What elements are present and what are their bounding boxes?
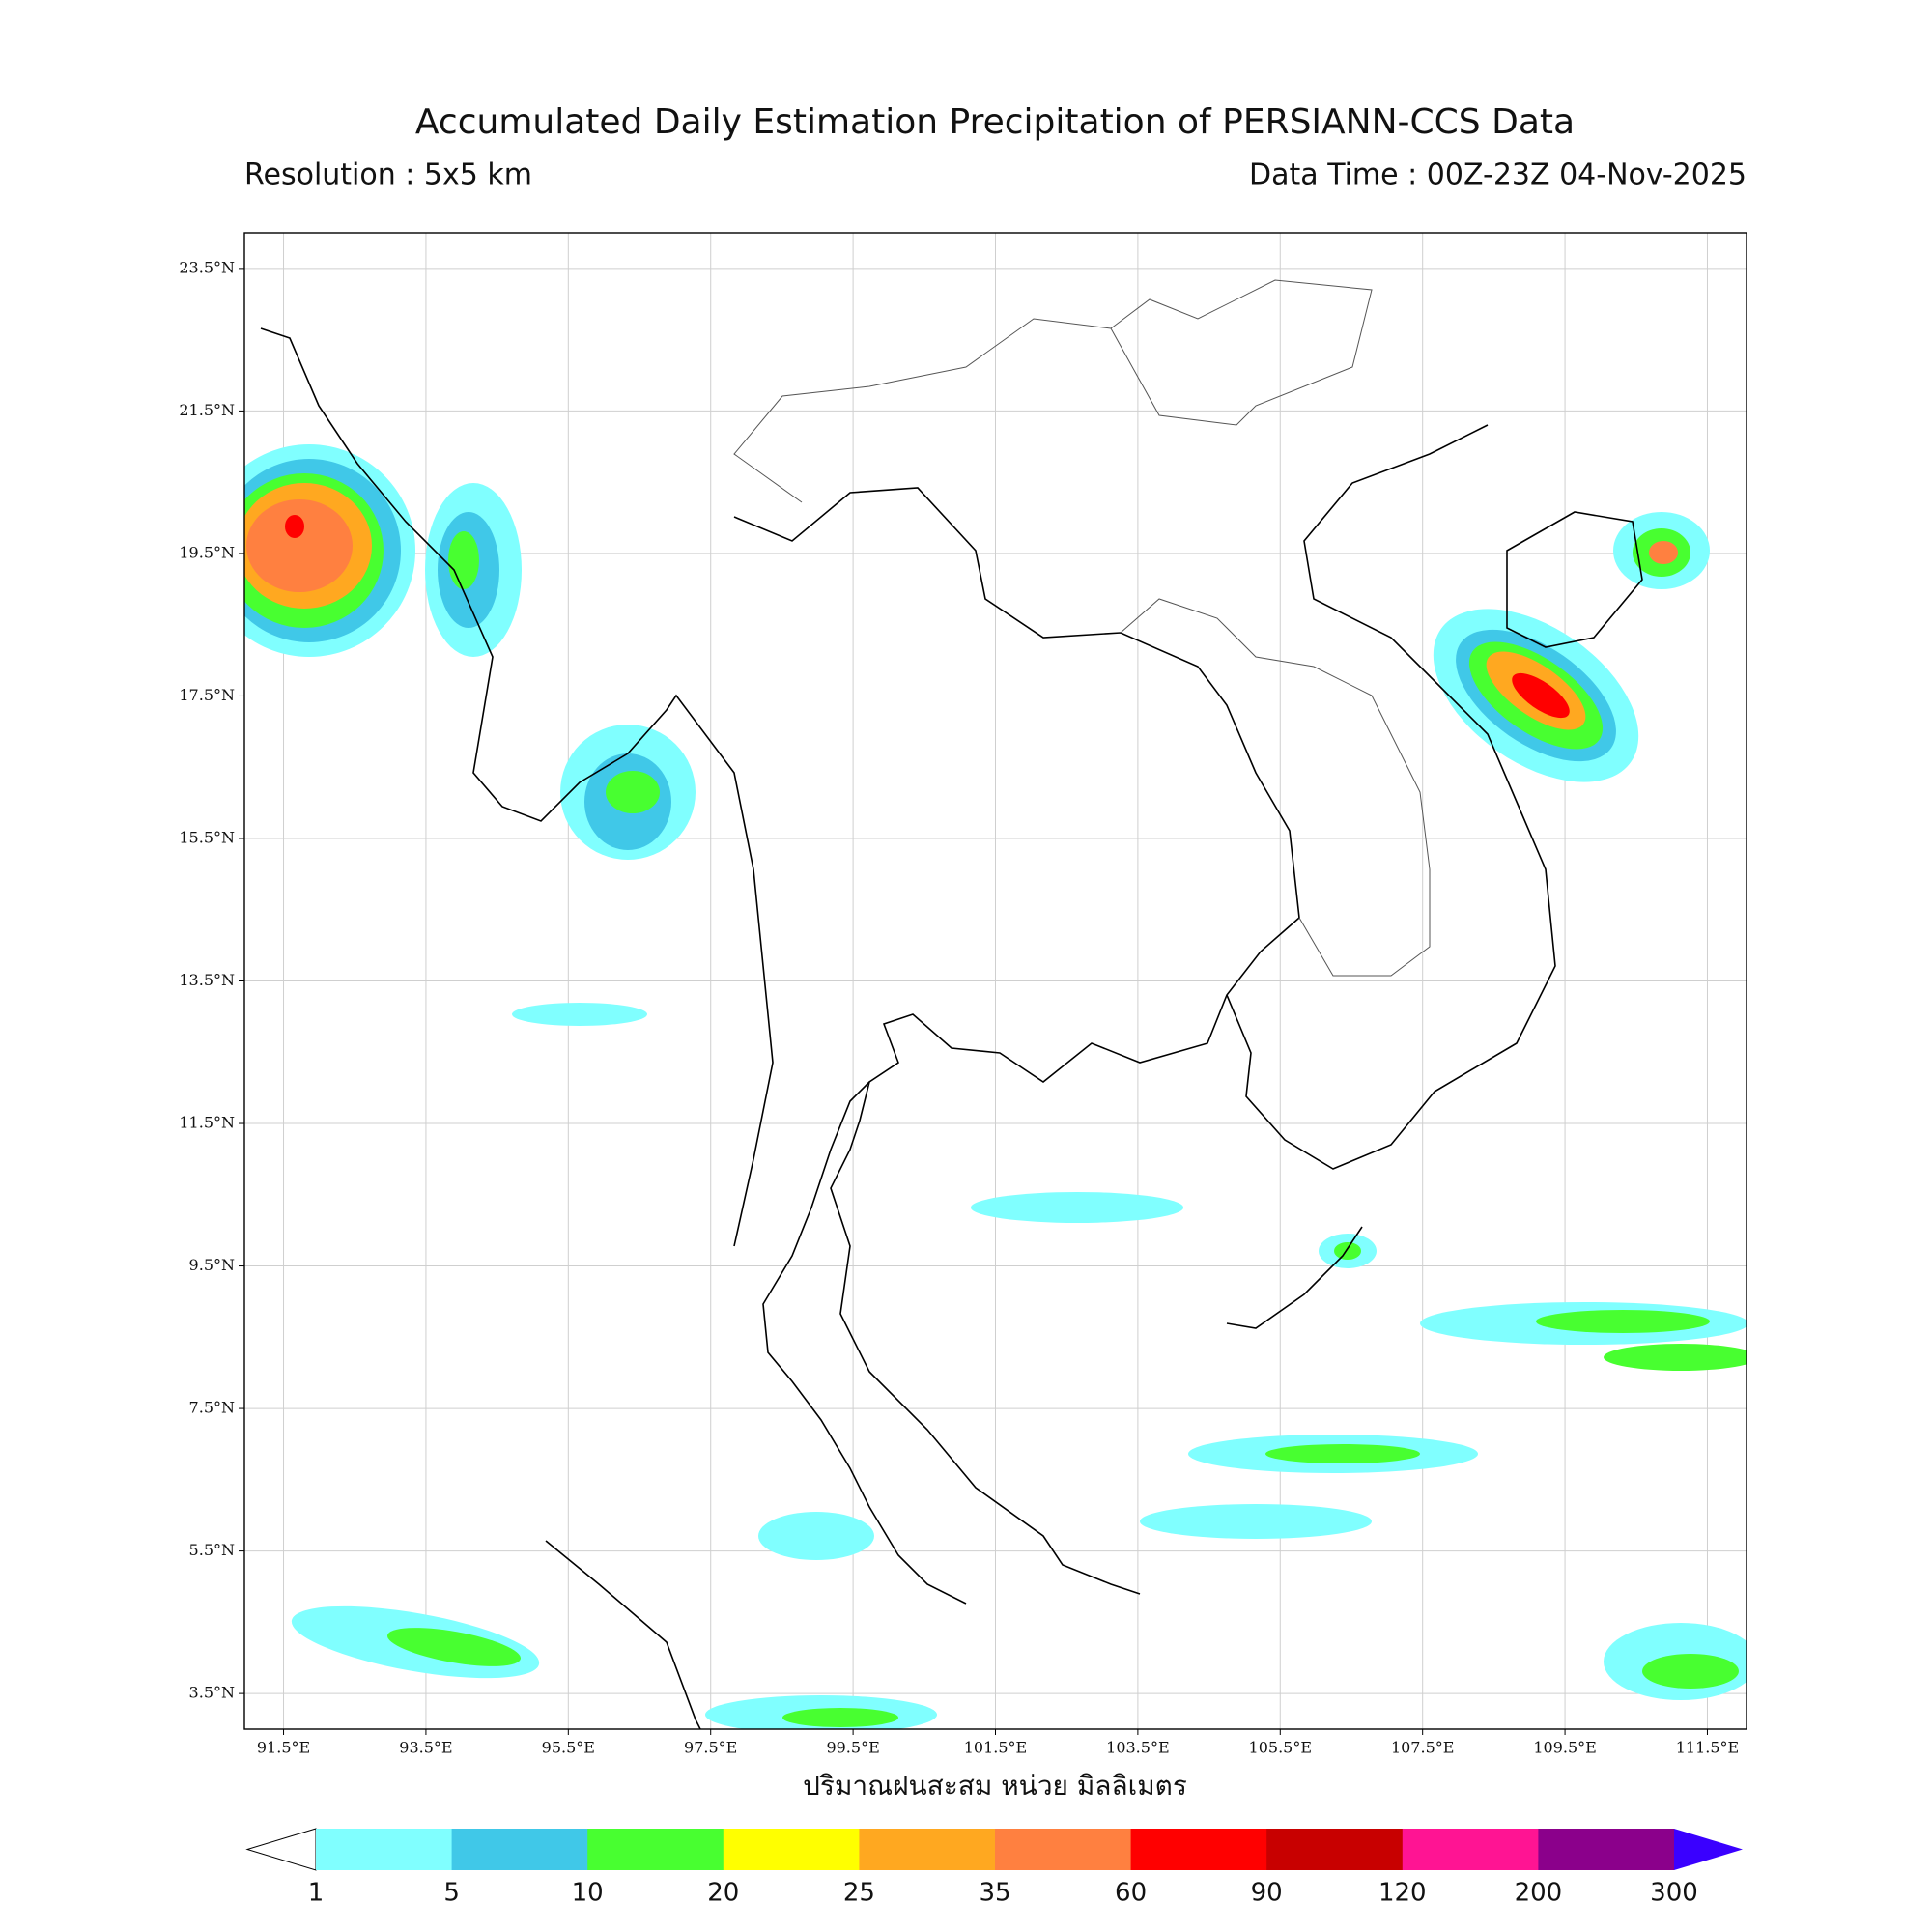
x-tick-label: 99.5°E (826, 1739, 879, 1757)
colorbar-bin (1266, 1829, 1404, 1870)
data-time: Data Time : 00Z-23Z 04-Nov-2025 (1249, 158, 1747, 192)
x-tick-label: 105.5°E (1249, 1739, 1312, 1757)
colorbar-label: 90 (1251, 1879, 1283, 1908)
myanmar-coast (260, 327, 774, 1247)
colorbar-label: 300 (1650, 1879, 1698, 1908)
hainan-coast (1506, 511, 1643, 648)
colorbar-bin (1402, 1829, 1539, 1870)
mekong-coast (1226, 1226, 1363, 1329)
rain-cell (1140, 1435, 1478, 1539)
map: 91.5°E 93.5°E 95.5°E 97.5°E 99.5°E 101.5°E 103… (179, 232, 1747, 1757)
x-tick-label: 109.5°E (1533, 1739, 1596, 1757)
x-tick-label: 101.5°E (964, 1739, 1027, 1757)
x-tick-label: 95.5°E (542, 1739, 595, 1757)
y-tick-label: 23.5°N (179, 258, 235, 276)
y-tick-label: 15.5°N (179, 828, 235, 846)
colorbar-label: 120 (1378, 1879, 1427, 1908)
colorbar-bin (723, 1829, 860, 1870)
y-tick-label: 13.5°N (179, 971, 235, 989)
colorbar-label: 20 (707, 1879, 739, 1908)
y-tick-label: 9.5°N (189, 1256, 235, 1274)
colorbar-bin (316, 1829, 453, 1870)
x-tick-label: 97.5°E (684, 1739, 737, 1757)
sumatra-coast (545, 1540, 701, 1729)
colorbar-bin (859, 1829, 996, 1870)
vietnam-coast (1226, 424, 1556, 1170)
colorbar-label: 60 (1115, 1879, 1147, 1908)
rain-cell (1613, 512, 1710, 589)
x-tick-label: 103.5°E (1106, 1739, 1169, 1757)
rain-cell (244, 444, 415, 657)
colorbar-bin (587, 1829, 724, 1870)
colorbar-under (245, 1828, 317, 1871)
grid (244, 233, 1747, 1729)
colorbar: 1 5 10 20 25 35 60 90 120 200 300 (245, 1828, 1743, 1908)
title: Accumulated Daily Estimation Precipitati… (415, 102, 1575, 142)
colorbar-label: 5 (443, 1879, 460, 1908)
colorbar-bin (995, 1829, 1132, 1870)
rain-cell (560, 724, 696, 860)
ticks: 91.5°E 93.5°E 95.5°E 97.5°E 99.5°E 101.5°E 103… (179, 258, 1739, 1756)
peninsula-west (762, 1081, 967, 1605)
thailand-coast (733, 487, 1300, 1595)
x-tick-label: 91.5°E (257, 1739, 310, 1757)
colorbar-over (1674, 1829, 1743, 1870)
colorbar-label: 25 (843, 1879, 875, 1908)
colorbar-bin (1130, 1829, 1267, 1870)
rain-cell (425, 483, 522, 657)
colorbar-bin (451, 1829, 588, 1870)
colorbar-label: 35 (979, 1879, 1010, 1908)
x-tick-label: 93.5°E (399, 1739, 452, 1757)
colorbar-label: 1 (308, 1879, 325, 1908)
colorbar-bin (1538, 1829, 1675, 1870)
resolution: Resolution : 5x5 km (244, 158, 532, 192)
y-tick-label: 11.5°N (179, 1114, 235, 1132)
rain-cell (705, 1512, 1747, 1729)
y-tick-label: 3.5°N (189, 1684, 235, 1702)
y-tick-label: 17.5°N (179, 686, 235, 704)
borders (733, 279, 1373, 503)
y-tick-label: 7.5°N (189, 1399, 235, 1417)
coastlines (260, 279, 1643, 1729)
precipitation (244, 444, 1747, 1729)
y-tick-label: 5.5°N (189, 1541, 235, 1559)
rain-cell (1420, 1302, 1747, 1371)
colorbar-label: 200 (1515, 1879, 1563, 1908)
rain-cell (512, 1003, 1377, 1268)
x-tick-label: 107.5°E (1391, 1739, 1454, 1757)
rain-cell (1433, 609, 1639, 782)
colorbar-label: 10 (572, 1879, 604, 1908)
x-tick-label: 111.5°E (1676, 1739, 1739, 1757)
x-axis-label: ปริมาณฝนสะสม หน่วย มิลลิเมตร (803, 1770, 1187, 1802)
y-tick-label: 21.5°N (179, 401, 235, 419)
y-tick-label: 19.5°N (179, 543, 235, 561)
borders (1120, 598, 1431, 977)
rain-cell (291, 1605, 540, 1679)
